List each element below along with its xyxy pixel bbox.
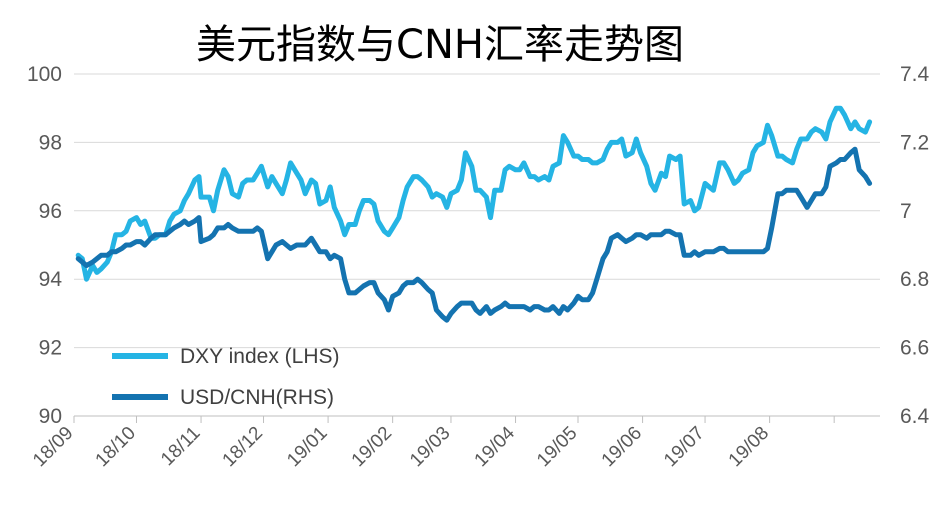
y-left-tick-label: 94 [39,268,63,291]
y-left-tick-label: 98 [39,131,62,154]
y-right-tick-label: 6.4 [900,405,930,428]
x-tick-label: 19/05 [533,423,581,471]
y-right-tick-label: 6.6 [900,337,929,360]
series-group [75,105,873,323]
y-left-tick-label: 100 [27,63,62,86]
y-right-tick-label: 7.4 [900,63,930,86]
x-tick-label: 18/10 [92,423,140,471]
y-right-tick-label: 7 [900,200,912,223]
x-tick-label: 19/01 [283,423,331,471]
x-tick-label: 18/11 [157,423,204,470]
series-line-usdcnh [75,146,873,323]
axes: 90 92 94 96 98 100 6.4 6.6 6.8 7 7.2 7.4 18/09 18/10 1… [27,63,930,471]
series-line-dxy [75,105,873,282]
y-left-tick-label: 92 [39,337,62,360]
y-right-tick-label: 6.8 [900,268,929,291]
legend-label-dxy: DXY index (LHS) [180,345,340,368]
x-tick-label: 18/09 [29,423,77,471]
x-tick-label: 19/03 [406,423,454,471]
x-tick-label: 19/07 [660,423,708,471]
legend: DXY index (LHS) USD/CNH(RHS) [112,345,340,409]
legend-label-usdcnh: USD/CNH(RHS) [180,386,334,409]
x-tick-label: 19/02 [348,423,396,471]
x-tick-label: 19/08 [725,423,773,471]
y-left-tick-label: 90 [39,405,62,428]
x-tick-label: 18/12 [219,423,267,471]
chart-title: 美元指数与CNH汇率走势图 [196,22,684,68]
x-tick-label: 19/06 [598,423,646,471]
y-left-tick-label: 96 [39,200,62,223]
y-right-tick-label: 7.2 [900,131,929,154]
x-tick-label: 19/04 [471,422,520,471]
